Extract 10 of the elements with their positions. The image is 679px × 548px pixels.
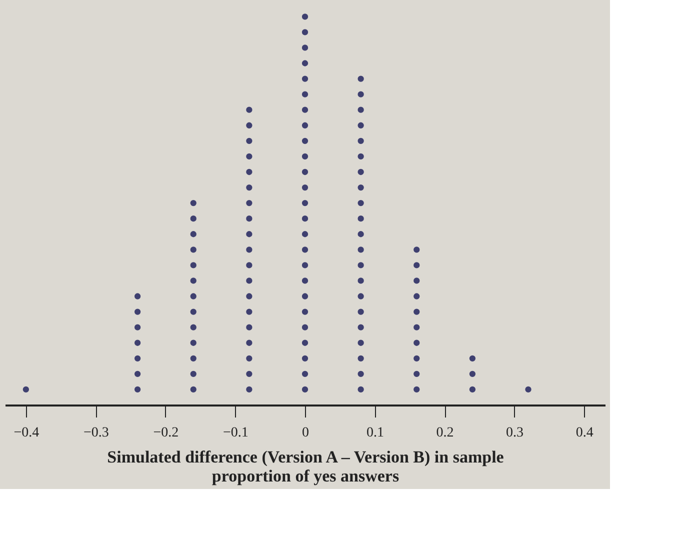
x-tick-label: −0.4: [14, 426, 40, 440]
x-axis-title: Simulated difference (Version A – Version B) in sample proportion of yes answers: [107, 448, 504, 486]
x-tick-label: 0.3: [506, 426, 524, 440]
x-tick-label: 0.4: [576, 426, 594, 440]
x-tick-label: 0.1: [366, 426, 384, 440]
x-tick-label: −0.3: [83, 426, 109, 440]
x-tick-label: −0.2: [153, 426, 179, 440]
x-tick-label: −0.1: [223, 426, 248, 440]
x-tick-label: 0: [302, 426, 309, 440]
x-tick-label: 0.2: [436, 426, 454, 440]
